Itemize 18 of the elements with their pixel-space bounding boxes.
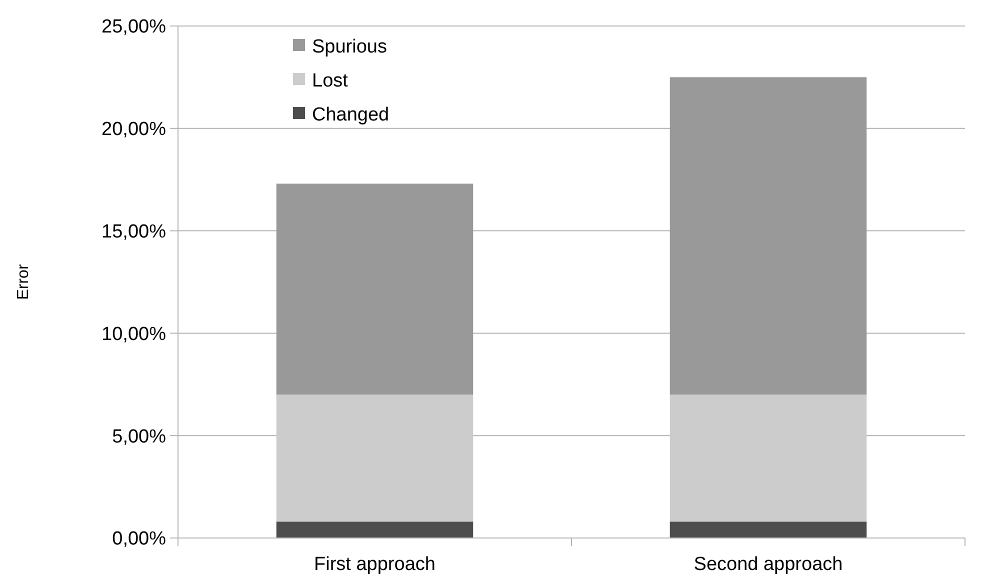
y-axis-title: Error [15, 264, 32, 300]
y-tick-label: 15,00% [102, 221, 166, 242]
bar [276, 184, 474, 395]
bar [276, 522, 474, 538]
legend-label: Spurious [312, 36, 387, 58]
y-tick-label: 0,00% [112, 528, 166, 550]
bar [670, 394, 867, 522]
y-tick-label: 10,00% [102, 324, 166, 345]
bar [670, 522, 867, 538]
y-tick-label: 20,00% [102, 119, 166, 140]
bar [276, 394, 474, 522]
bar [670, 77, 867, 395]
x-tick-label: Second approach [694, 554, 843, 575]
y-tick-label: 25,00% [102, 16, 166, 38]
y-tick-label: 5,00% [112, 426, 166, 448]
legend-label: Changed [312, 104, 390, 126]
x-tick-label: First approach [314, 554, 436, 575]
legend-label: Lost [312, 70, 349, 92]
